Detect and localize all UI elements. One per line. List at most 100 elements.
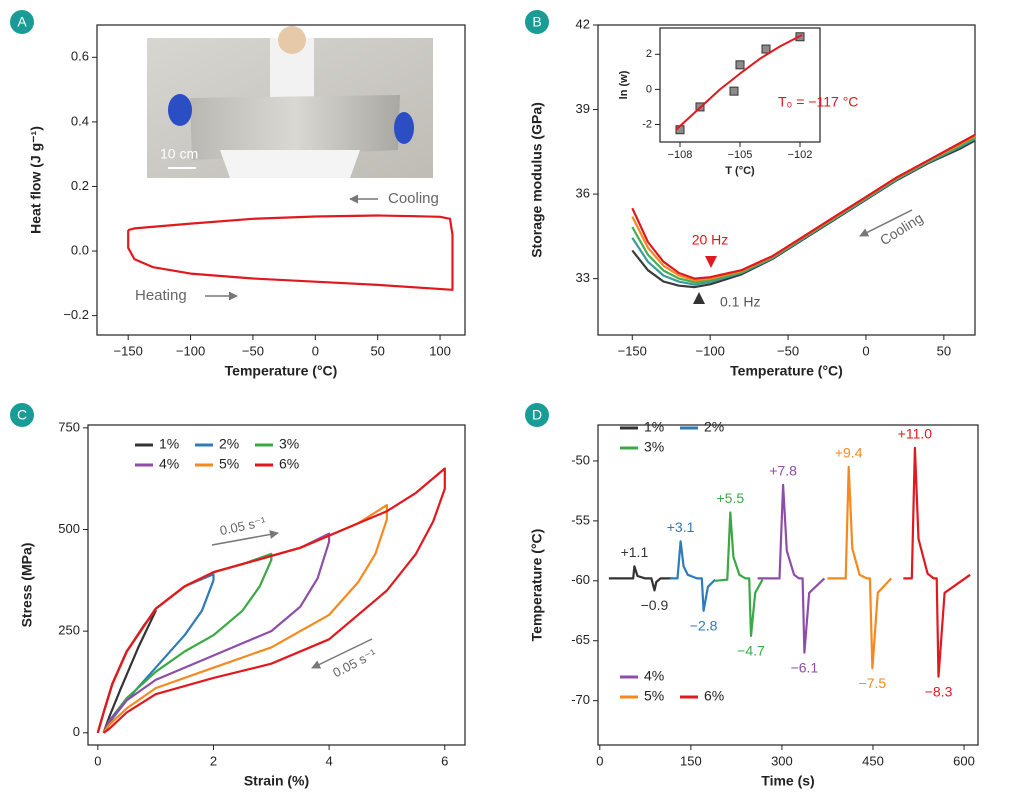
peak-label: +3.1 (667, 519, 695, 535)
y-tick-label: 250 (58, 623, 80, 638)
annotation-arrows (205, 194, 913, 669)
data-line (669, 540, 716, 612)
x-tick-label: 0 (596, 753, 603, 768)
trough-label: −2.8 (690, 617, 718, 633)
panel-letter: A (17, 14, 27, 30)
y-tick-label: 500 (58, 521, 80, 536)
panel-badge (10, 10, 34, 34)
y-tick-label: 42 (576, 16, 590, 31)
x-tick-label: 50 (370, 343, 384, 358)
data-line (827, 465, 893, 670)
y-tick-label: 0.4 (71, 113, 89, 128)
y-tick-label: 0 (646, 83, 652, 95)
y-tick-label: 0.0 (71, 242, 89, 257)
x-axis-title: Temperature (°C) (730, 363, 843, 379)
panel-letter: B (532, 14, 541, 30)
x-tick-label: 0 (94, 753, 101, 768)
x-tick-label: 0 (862, 343, 869, 358)
data-line (608, 565, 673, 592)
annotation: Heating (135, 287, 187, 304)
legend-label: 2% (704, 419, 724, 435)
y-axis-title: Storage modulus (GPa) (529, 102, 545, 258)
x-tick-label: −150 (618, 343, 647, 358)
trough-label: −0.9 (641, 597, 669, 613)
data-line (96, 552, 273, 734)
y-tick-label: 33 (576, 270, 590, 285)
x-tick-label: −150 (114, 343, 143, 358)
y-tick-label: 0.2 (71, 178, 89, 193)
x-tick-label: −100 (696, 343, 725, 358)
x-tick-label: 50 (937, 343, 951, 358)
inset-background (660, 28, 820, 142)
legend-label: 2% (219, 436, 239, 452)
inset-photo (147, 26, 433, 178)
panel-letter: D (532, 407, 542, 423)
x-tick-label: 4 (326, 753, 333, 768)
y-tick-label: 2 (646, 48, 652, 60)
plot-frame (96, 24, 466, 336)
legend-label: 1% (644, 419, 664, 435)
annotation: T₀ = −117 °C (778, 94, 858, 110)
x-tick-label: 2 (210, 753, 217, 768)
x-tick-label: 0 (312, 343, 319, 358)
data-point (761, 44, 771, 54)
panel: 0 150 300 450 600 -70 -65 -60 -55 -50 Time (s) Temp… (525, 403, 979, 789)
y-tick-label: 36 (576, 186, 590, 201)
annotation: Cooling (388, 190, 439, 207)
x-tick-label: −108 (668, 149, 693, 161)
peak-label: +5.5 (717, 490, 745, 506)
trough-label: −6.1 (791, 659, 819, 675)
x-tick-label: 450 (862, 753, 884, 768)
y-tick-label: -60 (571, 572, 590, 587)
x-tick-label: −100 (176, 343, 205, 358)
y-tick-label: -70 (571, 692, 590, 707)
panel: 0 2 4 6 0 250 500 750 Strain (%) Stress (MPa) 1% 2%… (10, 403, 466, 789)
y-tick-label: 39 (576, 101, 590, 116)
panel: −108 −105 −102 -2 0 2 T (°C) ln (w) T₀ = −117 °C (618, 27, 858, 177)
peak-label: +9.4 (835, 445, 863, 461)
data-line (757, 483, 826, 654)
y-tick-label: -55 (571, 512, 590, 527)
y-tick-label: 0 (73, 724, 80, 739)
data-line (96, 609, 157, 734)
panel-badge (525, 403, 549, 427)
panel: −150 −100 −50 0 50 100 −0.2 0.0 0.2 0.4 0.6 Tempera… (10, 10, 466, 379)
x-axis-title: Time (s) (761, 773, 814, 789)
x-tick-label: −50 (242, 343, 264, 358)
x-tick-label: 300 (771, 753, 793, 768)
data-line (96, 573, 215, 734)
x-tick-label: −50 (777, 343, 799, 358)
data-line (127, 214, 454, 291)
plot-frame (597, 424, 979, 746)
y-tick-label: −0.2 (63, 307, 89, 322)
legend-label: 4% (644, 668, 664, 684)
plot-frame (87, 424, 466, 746)
x-tick-label: −105 (728, 149, 753, 161)
marker-20hz (705, 256, 717, 268)
panel-badge (525, 10, 549, 34)
data-point (735, 60, 745, 70)
legend-label: 6% (279, 456, 299, 472)
data-line (631, 133, 976, 280)
legend-label: 4% (159, 456, 179, 472)
data-point (729, 86, 739, 96)
annotation: 10 cm (160, 146, 198, 162)
y-axis-title: Stress (MPa) (19, 543, 35, 628)
y-tick-label: -50 (571, 452, 590, 467)
peak-label: +1.1 (621, 544, 649, 560)
legend-label: 6% (704, 688, 724, 704)
x-tick-label: 150 (680, 753, 702, 768)
marker-01hz (693, 292, 705, 304)
legend-label: 5% (219, 456, 239, 472)
panel: −150 −100 −50 0 50 33 36 39 42 Temperature (°C) St… (525, 10, 976, 379)
annotation: 0.05 s⁻¹ (330, 645, 379, 680)
panel-letter: C (17, 407, 27, 423)
legend-label: 3% (279, 436, 299, 452)
y-tick-label: -2 (642, 118, 652, 130)
panel-badge (10, 403, 34, 427)
y-tick-label: 750 (58, 419, 80, 434)
y-axis-title: ln (w) (618, 70, 630, 99)
y-tick-label: -65 (571, 632, 590, 647)
